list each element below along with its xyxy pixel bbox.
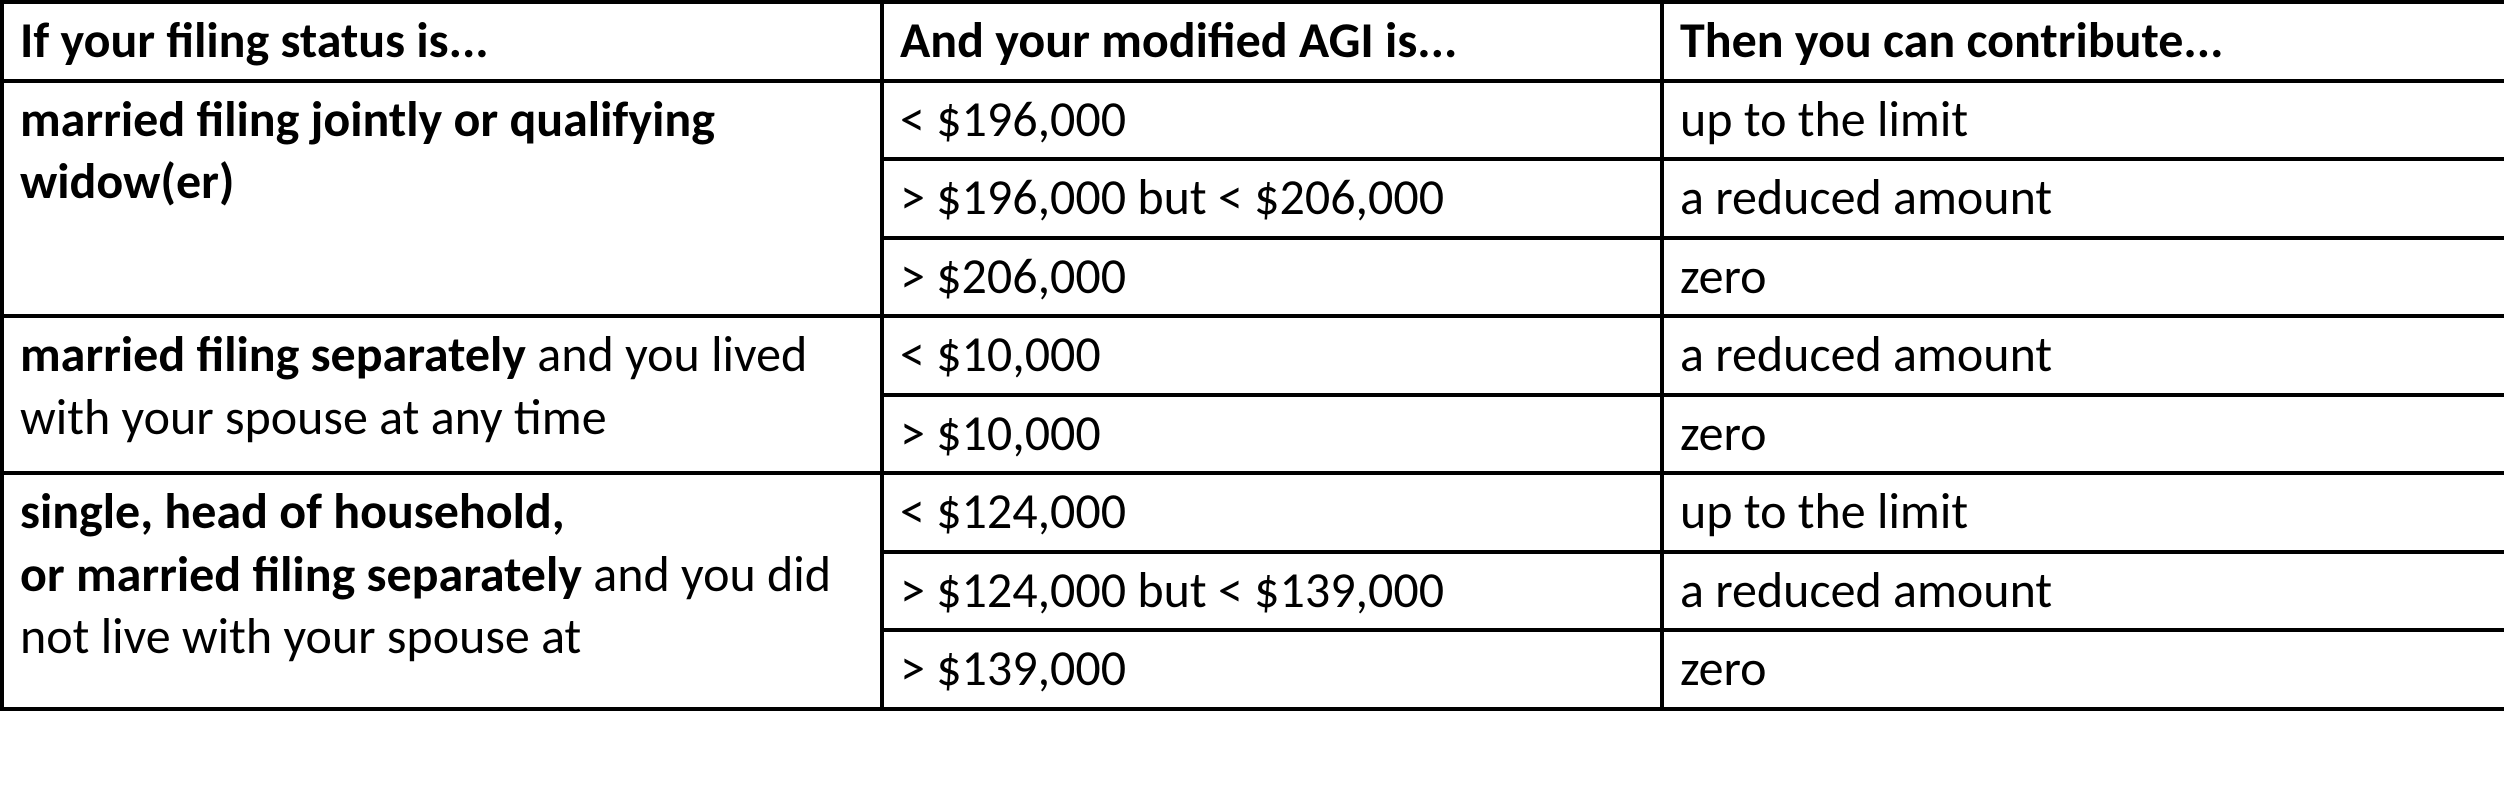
contrib-cell: a reduced amount (1662, 552, 2504, 631)
table-header-row: If your filing status is... And your mod… (2, 2, 2504, 81)
status-bold-line2: or married filing separately (20, 544, 582, 605)
table-row: married filing jointly or qualifying wid… (2, 81, 2504, 160)
filing-status-cell: single, head of household, or married fi… (2, 473, 882, 709)
table-row: single, head of household, or married fi… (2, 473, 2504, 552)
agi-cell: > $206,000 (882, 238, 1662, 317)
contrib-cell: up to the limit (1662, 81, 2504, 160)
header-filing-status: If your filing status is... (2, 2, 882, 81)
agi-cell: > $10,000 (882, 395, 1662, 474)
agi-cell: < $124,000 (882, 473, 1662, 552)
agi-cell: < $10,000 (882, 316, 1662, 395)
contrib-cell: zero (1662, 630, 2504, 709)
agi-cell: > $124,000 but < $139,000 (882, 552, 1662, 631)
agi-cell: > $196,000 but < $206,000 (882, 159, 1662, 238)
contrib-cell: up to the limit (1662, 473, 2504, 552)
filing-status-cell: married filing separately and you lived … (2, 316, 882, 473)
contrib-cell: a reduced amount (1662, 316, 2504, 395)
table-row: married filing separately and you lived … (2, 316, 2504, 395)
contribution-limits-table: If your filing status is... And your mod… (0, 0, 2504, 711)
filing-status-cell: married filing jointly or qualifying wid… (2, 81, 882, 317)
status-bold: married filing separately (20, 324, 526, 385)
contrib-cell: a reduced amount (1662, 159, 2504, 238)
status-bold-line1: single, head of household, (20, 481, 565, 542)
status-bold: married filing jointly or qualifying wid… (20, 89, 715, 213)
header-agi: And your modified AGI is... (882, 2, 1662, 81)
agi-cell: < $196,000 (882, 81, 1662, 160)
contrib-cell: zero (1662, 238, 2504, 317)
agi-cell: > $139,000 (882, 630, 1662, 709)
contrib-cell: zero (1662, 395, 2504, 474)
header-contribute: Then you can contribute... (1662, 2, 2504, 81)
